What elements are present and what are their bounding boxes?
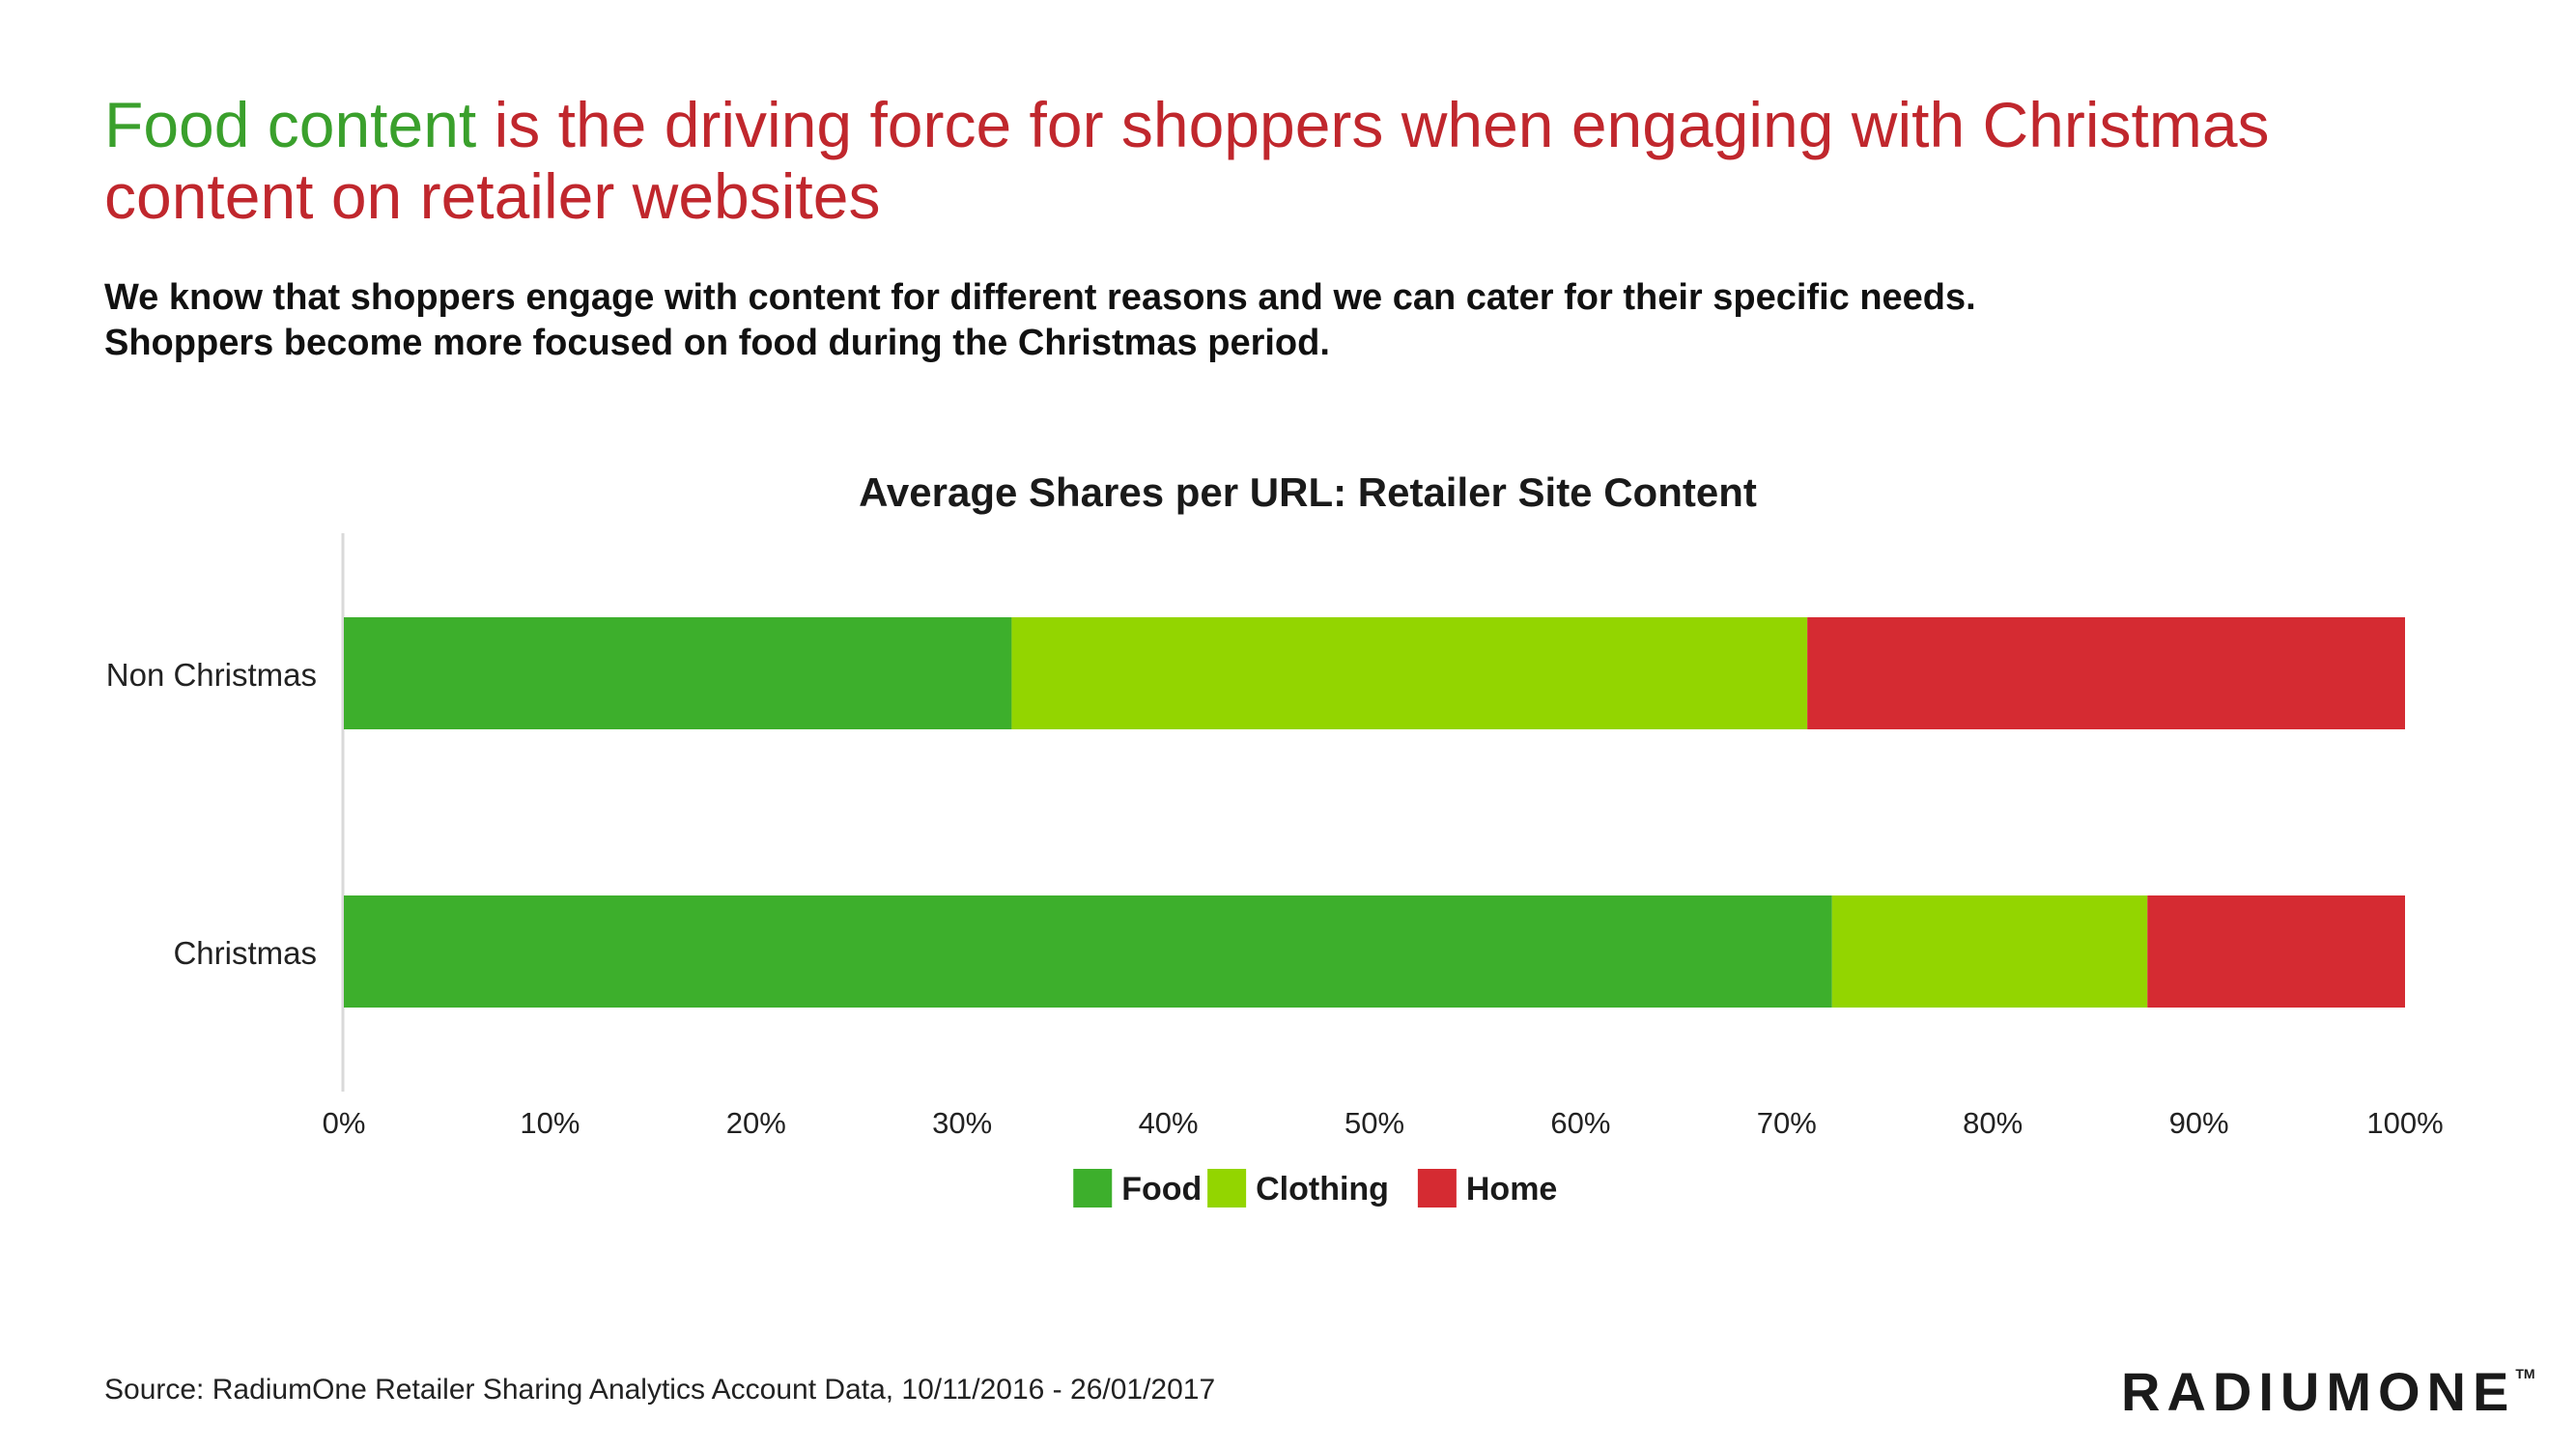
x-tick-label: 0% <box>323 1106 366 1140</box>
logo-trademark: TM <box>2515 1366 2535 1381</box>
bar-clothing-christmas <box>1831 895 2148 1008</box>
category-label: Christmas <box>173 935 317 971</box>
bar-food-non-christmas <box>344 617 1012 729</box>
headline-highlight: Food content <box>104 89 477 160</box>
legend-swatch-food <box>1073 1169 1113 1208</box>
bar-home-non-christmas <box>1807 617 2405 729</box>
x-tick-label: 50% <box>1345 1106 1404 1140</box>
x-tick-label: 40% <box>1139 1106 1199 1140</box>
page-headline: Food content is the driving force for sh… <box>104 89 2442 232</box>
subtext-line-1: We know that shoppers engage with conten… <box>104 277 1976 318</box>
legend-label-home: Home <box>1466 1171 1557 1208</box>
x-tick-label: 70% <box>1757 1106 1817 1140</box>
radiumone-logo: RADIUMONETM <box>2121 1360 2535 1423</box>
source-note: Source: RadiumOne Retailer Sharing Analy… <box>104 1374 1216 1406</box>
x-tick-label: 100% <box>2366 1106 2443 1140</box>
bar-clothing-non-christmas <box>1011 617 1808 729</box>
bar-food-christmas <box>344 895 1832 1008</box>
x-tick-label: 90% <box>2169 1106 2229 1140</box>
x-tick-label: 10% <box>520 1106 580 1140</box>
legend-swatch-clothing <box>1207 1169 1247 1208</box>
bar-home-christmas <box>2147 895 2405 1008</box>
x-tick-label: 20% <box>726 1106 786 1140</box>
x-tick-label: 60% <box>1550 1106 1610 1140</box>
x-tick-label: 30% <box>932 1106 992 1140</box>
logo-text: RADIUMONE <box>2121 1361 2516 1422</box>
x-tick-label: 80% <box>1963 1106 2023 1140</box>
legend-label-food: Food <box>1121 1171 1202 1208</box>
legend-swatch-home <box>1417 1169 1457 1208</box>
category-label: Non Christmas <box>106 657 317 693</box>
subtext-line-2: Shoppers become more focused on food dur… <box>104 323 1330 363</box>
subtext: We know that shoppers engage with conten… <box>104 275 2326 366</box>
legend-label-clothing: Clothing <box>1256 1171 1389 1208</box>
chart-title: Average Shares per URL: Retailer Site Co… <box>859 469 1757 515</box>
headline-rest: is the driving force for shoppers when e… <box>104 89 2270 232</box>
